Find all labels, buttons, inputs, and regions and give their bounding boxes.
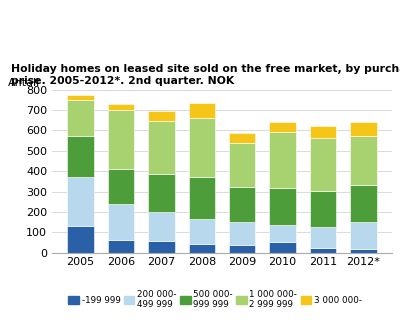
Bar xyxy=(108,240,134,253)
Bar xyxy=(350,185,376,222)
Bar xyxy=(270,225,296,242)
Bar xyxy=(270,122,296,132)
Bar xyxy=(229,245,255,253)
Bar xyxy=(310,227,336,248)
Text: Holiday homes on leased site sold on the free market, by purchase
prise. 2005-20: Holiday homes on leased site sold on the… xyxy=(11,64,400,86)
Bar xyxy=(229,143,255,187)
Bar xyxy=(270,242,296,253)
Bar xyxy=(108,104,134,109)
Bar xyxy=(229,221,255,245)
Bar xyxy=(189,177,215,219)
Text: Antall: Antall xyxy=(8,78,40,88)
Bar xyxy=(108,204,134,240)
Bar xyxy=(148,111,174,121)
Bar xyxy=(350,249,376,253)
Bar xyxy=(189,219,215,244)
Bar xyxy=(310,191,336,227)
Bar xyxy=(108,109,134,169)
Bar xyxy=(270,132,296,188)
Bar xyxy=(189,103,215,118)
Bar xyxy=(310,248,336,253)
Bar xyxy=(148,174,174,212)
Bar xyxy=(229,133,255,143)
Bar xyxy=(148,241,174,253)
Bar xyxy=(189,118,215,177)
Bar xyxy=(189,244,215,253)
Bar xyxy=(310,126,336,138)
Bar xyxy=(68,100,94,136)
Bar xyxy=(350,122,376,135)
Bar xyxy=(310,138,336,191)
Bar xyxy=(68,95,94,100)
Bar xyxy=(270,188,296,225)
Bar xyxy=(68,136,94,177)
Bar xyxy=(68,226,94,253)
Bar xyxy=(350,135,376,185)
Bar xyxy=(68,177,94,226)
Bar xyxy=(148,121,174,174)
Bar xyxy=(108,169,134,204)
Bar xyxy=(229,187,255,221)
Legend: -199 999, 200 000-
499 999, 500 000-
999 999, 1 000 000-
2 999 999, 3 000 000-: -199 999, 200 000- 499 999, 500 000- 999… xyxy=(65,286,366,313)
Bar xyxy=(148,212,174,241)
Bar xyxy=(350,222,376,249)
